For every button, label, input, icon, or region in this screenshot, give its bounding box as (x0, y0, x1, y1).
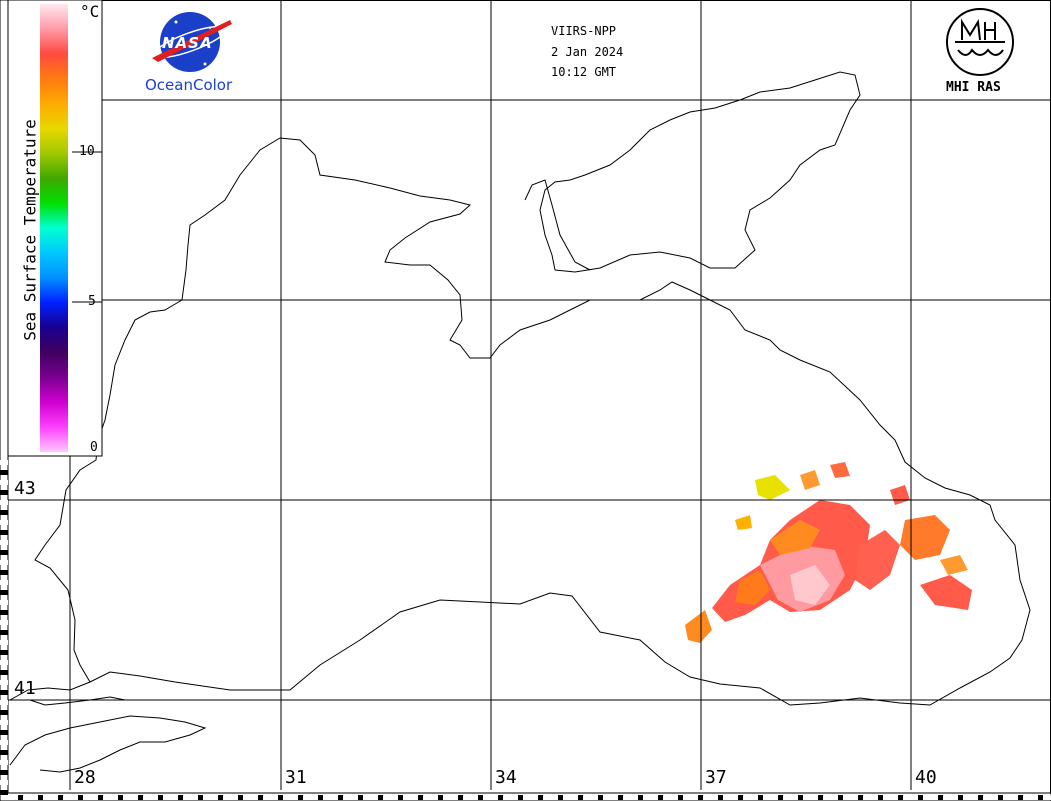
mhi-ras-label: MHI RAS (946, 80, 1001, 95)
colorbar-tick-label-5: 5 (88, 294, 96, 309)
nasa-logo (152, 12, 232, 72)
colorbar-title: Sea Surface Temperature (20, 119, 40, 341)
lon-label-28: 28 (74, 767, 96, 788)
colorbar-tick-label-0: 0 (90, 440, 98, 455)
lat-label-43: 43 (14, 478, 36, 499)
lon-label-40: 40 (915, 767, 937, 788)
colorbar-unit: °C (80, 2, 100, 21)
bottom-ruler-ticks (8, 795, 1051, 800)
mhi-ras-logo (946, 8, 1014, 76)
date-label: 2 Jan 2024 (551, 45, 624, 59)
colorbar-gradient (40, 4, 68, 452)
colorbar-tick-label-10: 10 (79, 144, 95, 159)
lon-label-37: 37 (705, 767, 727, 788)
lon-label-34: 34 (495, 767, 517, 788)
time-label: 10:12 GMT (551, 65, 617, 79)
left-ruler-ticks (0, 460, 8, 795)
oceancolor-label: OceanColor (145, 76, 233, 94)
lon-label-31: 31 (285, 767, 307, 788)
satellite-label: VIIRS-NPP (551, 24, 617, 38)
sst-data-patch (685, 462, 972, 643)
nasa-logo-text: NASA (162, 34, 213, 52)
lat-label-41: 41 (14, 678, 36, 699)
